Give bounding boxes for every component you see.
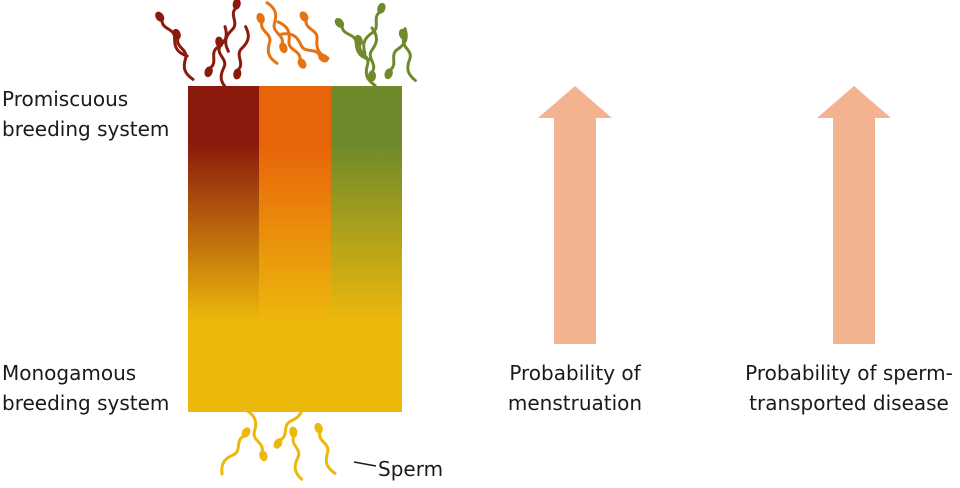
sperm-label: Sperm <box>378 457 444 481</box>
dark-red-sperm-group <box>155 0 250 91</box>
orange-sperm-group <box>256 1 330 69</box>
green-stripe <box>330 86 402 412</box>
orange-stripe <box>259 86 331 412</box>
monogamous-label: Monogamous breeding system <box>2 361 170 415</box>
dark-red-stripe <box>188 86 260 412</box>
menstruation-arrow <box>538 86 612 344</box>
breeding-gradient-block <box>188 86 402 412</box>
sperm-leader-line <box>353 461 377 467</box>
yellow-sperm-group <box>220 400 337 481</box>
promiscuous-label: Promiscuous breeding system <box>2 87 170 141</box>
green-sperm-group <box>334 2 417 87</box>
menstruation-label: Probability of menstruation <box>507 361 643 415</box>
disease-label: Probability of sperm- transported diseas… <box>745 361 953 415</box>
disease-arrow <box>817 86 891 344</box>
